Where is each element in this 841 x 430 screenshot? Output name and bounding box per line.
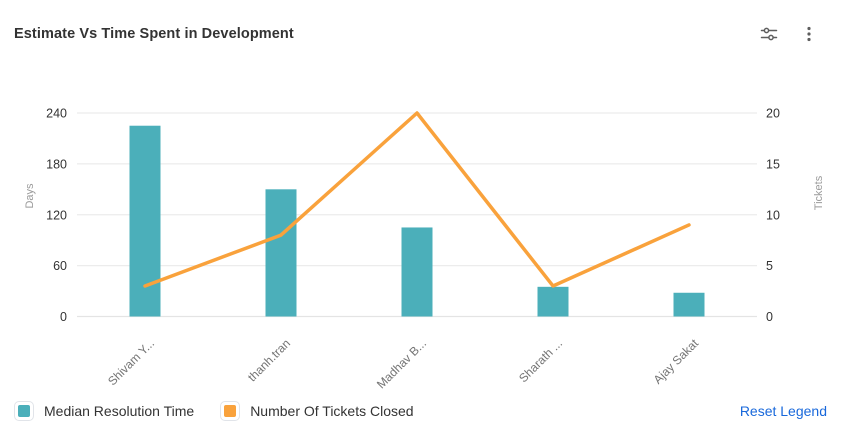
- bar-Sharath ...[interactable]: [537, 286, 569, 317]
- y-axis-right-tick-label: 20: [766, 107, 780, 121]
- y-axis-left-tick-label: 120: [46, 208, 67, 222]
- legend-item-number-of-tickets-closed[interactable]: Number Of Tickets Closed: [220, 401, 414, 421]
- card-footer: Median Resolution Time Number Of Tickets…: [14, 401, 827, 421]
- bar-Ajay Sakat[interactable]: [673, 292, 705, 317]
- bar-Madhav B...[interactable]: [401, 227, 433, 317]
- y-axis-left-title: Days: [24, 183, 36, 209]
- card-header: Estimate Vs Time Spent in Development: [0, 0, 841, 46]
- y-axis-right-tick-label: 5: [766, 259, 773, 273]
- y-axis-left-tick-label: 240: [46, 107, 67, 121]
- y-axis-right-tick-label: 15: [766, 157, 780, 171]
- y-axis-right-tick-label: 10: [766, 208, 780, 222]
- x-axis-category-label: Shivam Y...: [105, 336, 157, 388]
- line-number-of-tickets-closed[interactable]: [143, 111, 691, 288]
- y-axis-right-title: Tickets: [813, 175, 825, 210]
- legend-swatch-bar: [14, 401, 34, 421]
- sliders-icon[interactable]: [757, 22, 781, 46]
- chart-title: Estimate Vs Time Spent in Development: [14, 26, 294, 42]
- y-axis-left-tick-label: 180: [46, 157, 67, 171]
- legend-item-label: Median Resolution Time: [44, 403, 195, 419]
- x-axis-category-label: Ajay Sakat: [651, 336, 702, 387]
- reset-legend-link[interactable]: Reset Legend: [739, 403, 827, 419]
- legend-swatch-line: [220, 401, 241, 421]
- x-axis-category-label: thanh.tran: [245, 336, 293, 384]
- legend: Median Resolution Time Number Of Tickets…: [14, 401, 414, 421]
- y-axis-right-tick-label: 0: [766, 310, 773, 324]
- x-axis-category-label: Sharath ...: [516, 336, 565, 385]
- kebab-menu-icon[interactable]: [797, 22, 821, 46]
- legend-item-label: Number Of Tickets Closed: [250, 403, 414, 419]
- x-axis-category-label: Madhav B...: [374, 336, 429, 391]
- y-axis-left-tick-label: 60: [53, 259, 67, 273]
- bar-thanh.tran[interactable]: [265, 189, 297, 317]
- bar-Shivam Y...[interactable]: [129, 125, 161, 317]
- legend-item-median-resolution-time[interactable]: Median Resolution Time: [14, 401, 194, 421]
- header-controls: [757, 22, 821, 46]
- y-axis-left-tick-label: 0: [60, 310, 67, 324]
